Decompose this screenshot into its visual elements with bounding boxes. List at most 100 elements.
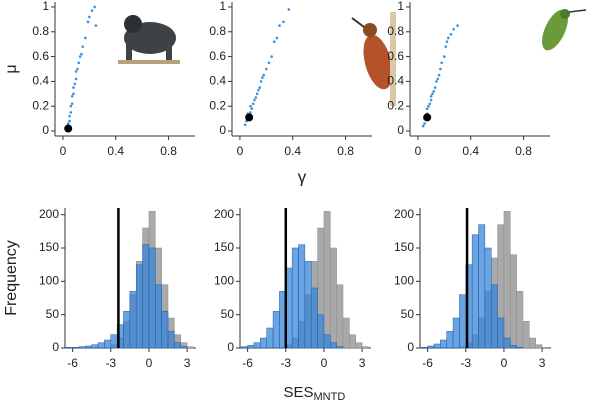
scatter-point [421, 124, 425, 128]
scatter-point [443, 55, 446, 58]
x-tick-label: 0 [146, 356, 153, 370]
x-tick-label: 3 [184, 356, 191, 370]
scatter-point [77, 61, 81, 65]
scatter-point [427, 104, 430, 108]
scatter-point [270, 55, 273, 58]
scatter-point [440, 61, 443, 65]
scatter-point [432, 90, 436, 93]
scatter-point [287, 8, 291, 11]
histogram-bar [317, 314, 325, 349]
x-tick-label: 0 [237, 144, 244, 158]
histogram-bar [161, 311, 169, 349]
histogram-bar [421, 347, 428, 349]
histogram-bar [323, 334, 331, 349]
highlight-point [245, 113, 254, 122]
y-tick-label: 1 [219, 0, 226, 13]
histogram-bar [510, 345, 517, 349]
histogram-bar [452, 317, 460, 349]
histogram-bar [459, 294, 467, 349]
histogram-bar [349, 334, 356, 349]
histogram-bar [336, 284, 344, 349]
scatter-point [74, 70, 78, 73]
x-tick-label: 0.8 [337, 144, 354, 158]
y-tick-label: 100 [394, 274, 414, 288]
histogram-bar [253, 342, 261, 349]
scatter-point [70, 102, 74, 106]
histogram-bar [97, 342, 105, 349]
scatter-point [69, 111, 73, 114]
scatter-point [72, 92, 75, 96]
scatter-point [72, 86, 75, 89]
histogram-bar [155, 284, 162, 349]
histogram-bar [433, 343, 441, 349]
scatter-point [80, 52, 83, 56]
scatter-point [278, 24, 281, 27]
histogram-bar [503, 211, 511, 349]
scatter-point [90, 9, 94, 12]
scatter-point [262, 73, 265, 77]
y-tick-label: 0 [219, 123, 226, 137]
histogram-bar [427, 345, 435, 349]
x-tick-label: -6 [67, 356, 78, 370]
scatter-point [86, 20, 90, 24]
x-tick-label: 0.4 [107, 144, 124, 158]
scatter-point [258, 86, 262, 89]
scatter-point [261, 76, 264, 79]
y-tick-label: 0.4 [32, 74, 49, 88]
y-axis-label: Frequency [3, 240, 20, 316]
y-tick-label: 200 [394, 207, 414, 221]
scatter-point [449, 32, 453, 36]
histogram-bar [72, 347, 80, 349]
x-tick-label: -3 [105, 356, 116, 370]
scatter-point [78, 55, 82, 58]
scatter-point [94, 24, 98, 27]
y-tick-label: 50 [221, 307, 235, 321]
histogram-bar [446, 331, 454, 349]
y-tick-label: 0.8 [387, 24, 404, 38]
histogram-bar [497, 317, 505, 349]
histogram-bar [85, 345, 92, 349]
y-tick-label: 50 [401, 307, 415, 321]
x-axis-label: γ [298, 167, 307, 186]
y-tick-label: 100 [39, 274, 59, 288]
scatter-point [444, 45, 447, 48]
x-tick-label: -6 [242, 356, 253, 370]
scatter-point [255, 92, 259, 96]
histogram-bar [304, 261, 312, 349]
histogram-bar [180, 346, 188, 349]
scatter-point [272, 40, 276, 44]
scatter-point [447, 36, 450, 40]
histogram-bar [104, 339, 112, 349]
scatter-point [439, 67, 442, 71]
scatter-point [68, 114, 71, 118]
histogram-bar [355, 342, 363, 349]
scatter-point [267, 61, 271, 65]
scatter-point [76, 67, 79, 71]
histogram-bar [148, 247, 156, 349]
scatter-point [66, 122, 70, 125]
histogram-bar [361, 346, 369, 349]
scatter-point [428, 102, 432, 106]
histogram-bar [167, 331, 175, 349]
y-tick-label: 0 [227, 340, 234, 354]
y-tick-label: 150 [394, 240, 414, 254]
y-tick-label: 0 [407, 340, 414, 354]
highlight-point [423, 113, 432, 122]
histogram-bar [503, 337, 511, 349]
scatter-point [93, 5, 96, 9]
histogram-bar [330, 247, 337, 349]
x-tick-label: 0 [60, 144, 67, 158]
scatter-point [429, 98, 433, 102]
scatter-point [81, 45, 85, 48]
y-tick-label: 50 [46, 307, 60, 321]
highlight-point [64, 124, 73, 133]
histogram-bar [186, 346, 194, 349]
scatter-point [275, 36, 279, 40]
y-tick-label: 1 [397, 0, 404, 13]
histogram-bar [336, 346, 344, 349]
x-axis-label: SES [283, 384, 313, 401]
histogram-bar [510, 254, 517, 349]
scatter-point [73, 82, 77, 86]
x-tick-label: 3 [359, 356, 366, 370]
